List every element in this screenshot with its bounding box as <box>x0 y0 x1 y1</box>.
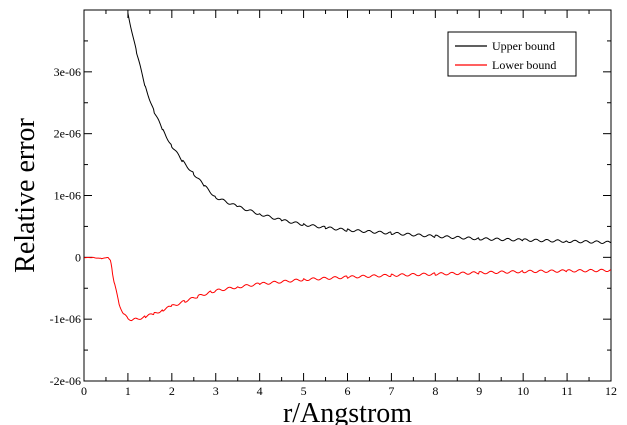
x-tick-label: 12 <box>605 384 617 398</box>
x-axis-label: r/Angstrom <box>283 398 412 425</box>
y-tick-label: 0 <box>75 250 81 264</box>
axis-ticks: 0 1 2 3 4 5 6 7 8 9 10 11 12-2e-06-1e-0601e-062e-063… <box>50 10 617 398</box>
x-tick-label: 6 <box>345 384 351 398</box>
x-tick-label: 5 <box>301 384 307 398</box>
x-tick-label: 8 <box>432 384 438 398</box>
y-axis-label: Relative error <box>10 117 41 272</box>
legend-box <box>447 31 577 77</box>
legend-label-upper-bound: Upper bound <box>492 39 555 53</box>
series-line-upper-bound <box>127 12 611 244</box>
x-tick-label: 11 <box>561 384 573 398</box>
x-tick-label: 10 <box>517 384 529 398</box>
legend-label-lower-bound: Lower bound <box>492 58 556 72</box>
x-tick-label: 3 <box>213 384 219 398</box>
x-tick-label: 1 <box>125 384 131 398</box>
legend: Upper bound Lower bound <box>447 31 577 77</box>
x-tick-label: 4 <box>257 384 263 398</box>
series-layer <box>84 12 611 322</box>
y-tick-label: -1e-06 <box>50 312 81 326</box>
y-tick-label: -2e-06 <box>50 374 81 388</box>
y-tick-label: 2e-06 <box>54 127 81 141</box>
x-tick-label: 0 <box>81 384 87 398</box>
y-tick-label: 3e-06 <box>54 65 81 79</box>
x-tick-label: 9 <box>476 384 482 398</box>
series-line-lower-bound <box>84 256 611 322</box>
x-tick-label: 2 <box>169 384 175 398</box>
y-tick-label: 1e-06 <box>54 189 81 203</box>
x-tick-label: 7 <box>388 384 394 398</box>
